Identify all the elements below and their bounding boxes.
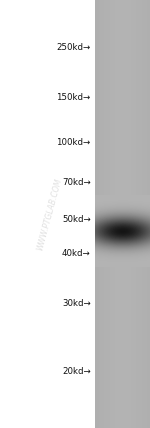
Text: 40kd→: 40kd→: [62, 249, 91, 259]
Text: 30kd→: 30kd→: [62, 299, 91, 309]
Text: 20kd→: 20kd→: [62, 367, 91, 376]
Text: WWW.PTGLAB.COM: WWW.PTGLAB.COM: [36, 177, 63, 251]
Text: 100kd→: 100kd→: [57, 138, 91, 147]
Text: 250kd→: 250kd→: [57, 43, 91, 53]
Text: 70kd→: 70kd→: [62, 178, 91, 187]
Text: 150kd→: 150kd→: [57, 93, 91, 102]
Text: 50kd→: 50kd→: [62, 214, 91, 224]
